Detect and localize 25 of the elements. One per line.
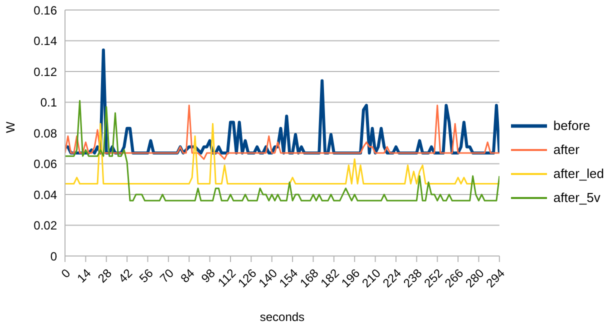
legend-label: after: [553, 140, 580, 158]
y-tick-label: 0.16: [34, 3, 58, 18]
y-tick-label: 0.06: [34, 157, 58, 172]
x-tick-label: 84: [178, 266, 198, 286]
x-tick-label: 0: [58, 266, 74, 281]
x-tick-label: 42: [116, 266, 136, 286]
y-axis-title: W: [3, 121, 18, 133]
y-tick-label: 0.1: [40, 96, 58, 110]
y-tick-label: 0.12: [34, 64, 58, 79]
legend-label: before: [553, 116, 590, 134]
x-tick-label: 14: [74, 266, 94, 286]
x-axis-title: seconds: [260, 310, 305, 323]
y-tick-label: 0.04: [34, 188, 58, 202]
legend-label: after_led: [553, 164, 604, 183]
line-series: [65, 104, 500, 160]
legend-label: after_5v: [553, 188, 600, 207]
x-tick-label: 56: [136, 266, 156, 286]
line-series: [65, 100, 500, 202]
x-tick-label: 28: [95, 266, 115, 286]
y-tick-label: 0.14: [34, 34, 58, 48]
y-tick-label: 0.02: [34, 218, 58, 233]
line-series: [65, 123, 500, 184]
x-tick-label: 70: [157, 266, 177, 286]
y-tick-label: 0.08: [34, 126, 58, 140]
y-tick-label: 0: [50, 249, 58, 264]
